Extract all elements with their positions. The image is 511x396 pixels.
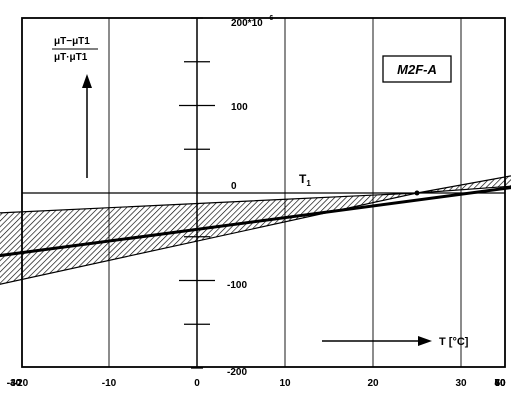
x-tick-label-10: 10 — [279, 378, 291, 389]
y-unit-exponent: -6 — [267, 15, 273, 22]
x-tick-label-40: 40 — [494, 378, 506, 389]
x-tick-label--10: -10 — [102, 378, 117, 389]
y-label-denominator: μT·μT1 — [54, 52, 88, 63]
mean-line — [0, 186, 511, 258]
x-tick-label-60: 60 — [494, 378, 506, 389]
y-tick-label-200: 200*10 — [231, 18, 263, 29]
hatched-band — [0, 175, 511, 285]
x-label-arrow-head — [418, 336, 432, 346]
y-tick-labels: 200*10 -6 100 0 -100 -200 — [227, 15, 273, 378]
x-axis-label: T [°C] — [322, 336, 469, 348]
x-axis-title: T [°C] — [439, 336, 469, 348]
y-tick-label-0: 0 — [231, 181, 237, 192]
x-tick-label--40: -40 — [7, 378, 22, 389]
y-tick-label-minus100: -100 — [227, 280, 247, 291]
material-label-border — [382, 55, 452, 83]
y-tick-label-minus200: -200 — [227, 367, 247, 378]
y-tick-marks — [179, 17, 215, 369]
reference-point-label: T1 — [299, 172, 311, 188]
x-tick-label-70: 70 — [494, 378, 506, 389]
band-left — [0, 192, 418, 285]
reference-point-marker — [414, 190, 420, 196]
x-tick-label-50: 50 — [494, 378, 506, 389]
x-tick-label--30: -30 — [7, 378, 22, 389]
material-label: M2F-A — [397, 62, 437, 77]
y-tick-label-100: 100 — [231, 102, 248, 113]
band-right — [416, 175, 511, 194]
x-tick-label-30: 30 — [455, 378, 467, 389]
x-tick-label-20: 20 — [367, 378, 379, 389]
plot-frame — [21, 17, 506, 368]
reference-point: T1 — [299, 172, 311, 188]
x-tick-label--20: -20 — [14, 378, 29, 389]
y-label-numerator: μT−μT1 — [54, 36, 90, 47]
material-label-box: M2F-A — [382, 55, 452, 83]
y-label-arrow-head — [82, 74, 92, 88]
x-tick-label-0: 0 — [194, 378, 200, 389]
y-axis-label: μT−μT1 μT·μT1 — [52, 36, 98, 178]
